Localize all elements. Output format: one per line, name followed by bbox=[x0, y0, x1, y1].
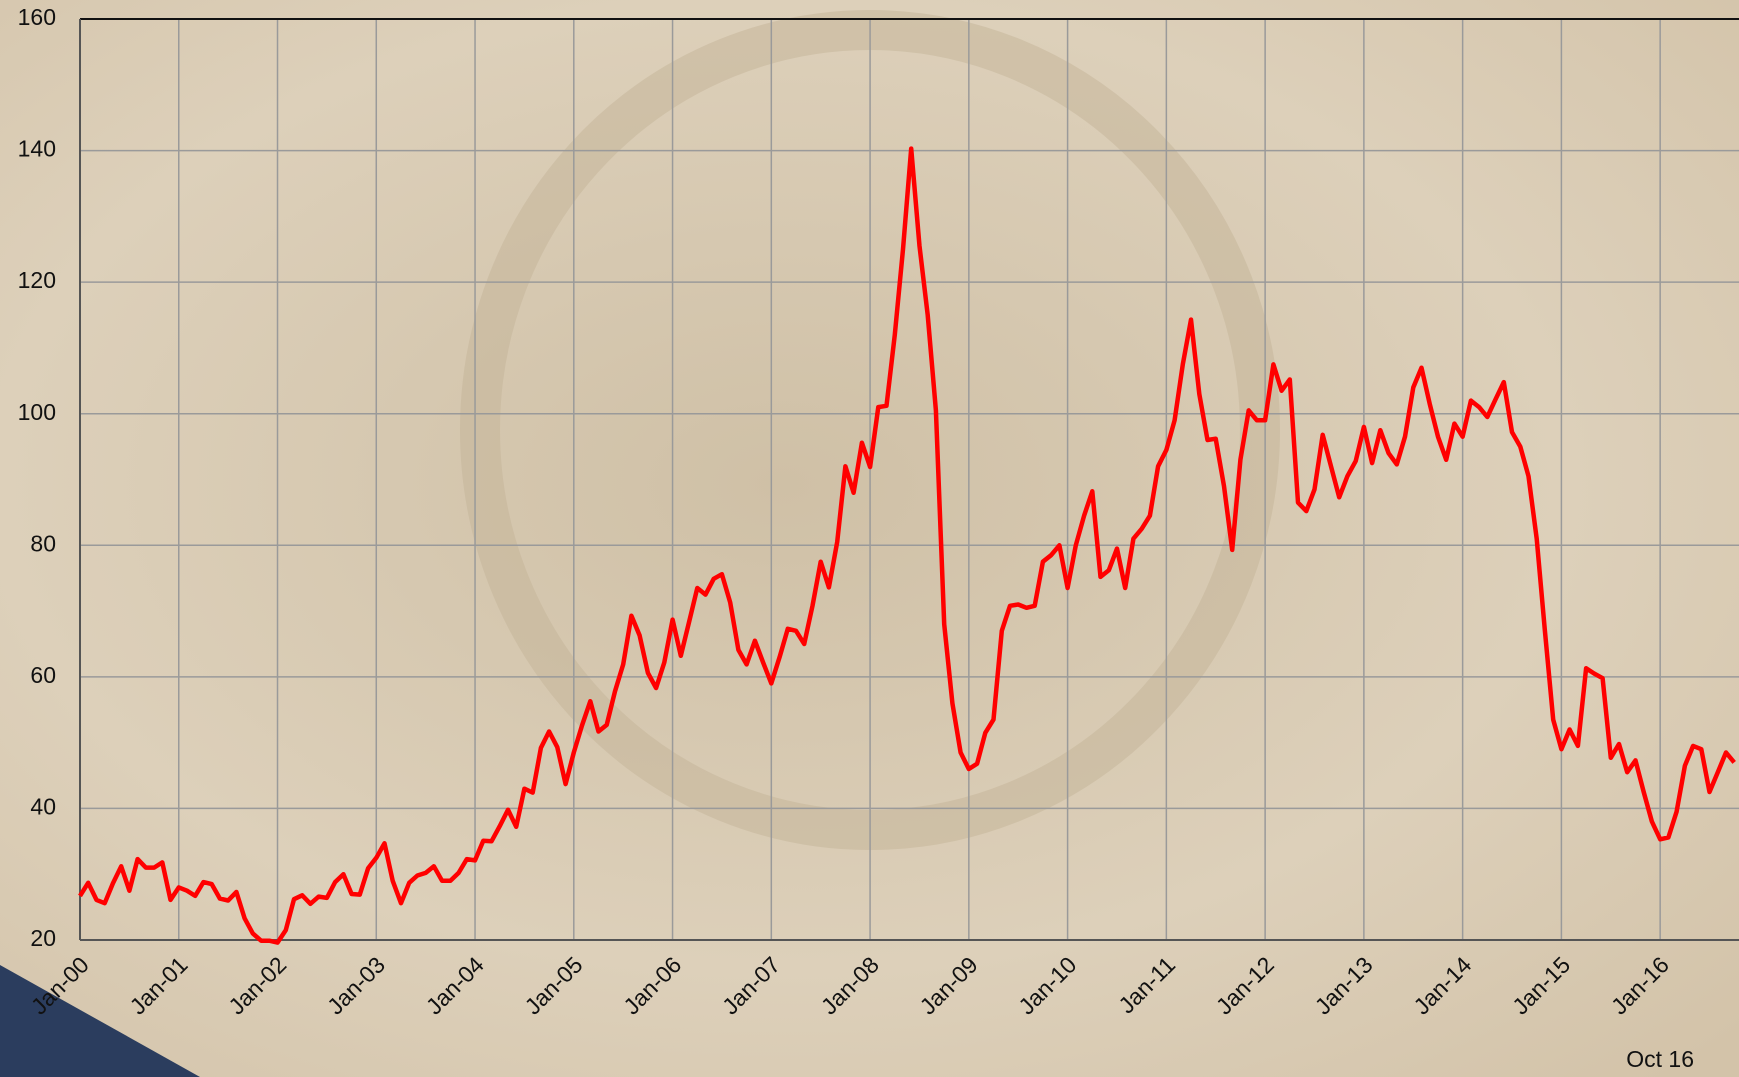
y-tick-label: 80 bbox=[30, 530, 56, 556]
y-tick-label: 120 bbox=[18, 267, 56, 293]
data-line bbox=[78, 146, 1736, 945]
y-tick-label: 20 bbox=[30, 925, 56, 951]
y-tick-label: 40 bbox=[30, 794, 56, 820]
y-tick-label: 160 bbox=[18, 4, 56, 30]
annotation: Oct 16 bbox=[1626, 1046, 1694, 1072]
y-tick-label: 100 bbox=[18, 399, 56, 425]
y-tick-label: 140 bbox=[18, 136, 56, 162]
y-tick-label: 60 bbox=[30, 662, 56, 688]
corner-decoration bbox=[0, 965, 200, 1077]
